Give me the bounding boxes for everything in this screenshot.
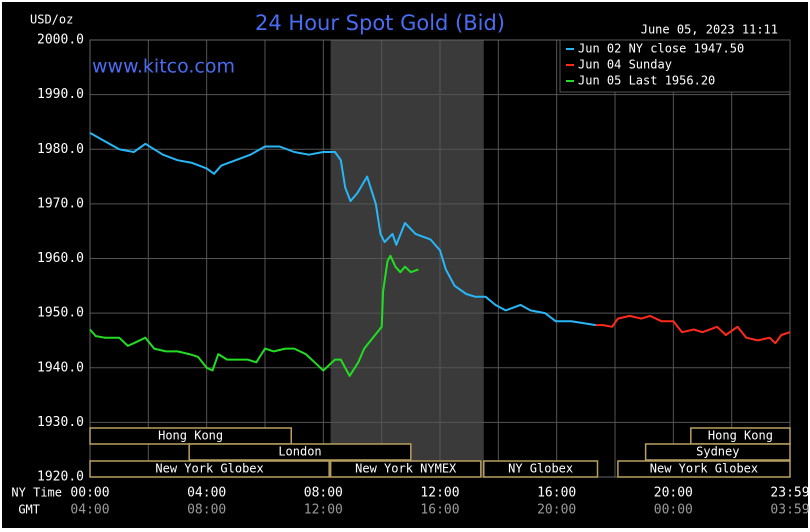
session-box — [89, 460, 330, 478]
legend-label: Jun 02 NY close 1947.50 — [578, 42, 744, 56]
session-label: NY Globex — [508, 462, 573, 476]
x-axis-label: NY Time — [11, 486, 62, 500]
session-box — [617, 460, 791, 478]
x-tick-label: 20:00 — [654, 486, 693, 501]
x-tick-label: 16:00 — [537, 486, 576, 501]
x-tick-label: 00:00 — [70, 486, 109, 501]
x-tick-label: 23:59 — [770, 486, 809, 501]
y-tick-label: 1970.0 — [37, 196, 84, 211]
plot-marks — [89, 132, 791, 478]
price-line — [89, 254, 419, 377]
session-label: Sydney — [696, 445, 739, 459]
x2-tick-label: 00:00 — [654, 503, 693, 518]
session-box — [329, 460, 482, 478]
plot-back — [89, 39, 791, 478]
session-label: Hong Kong — [158, 429, 223, 443]
y-tick-label: 1920.0 — [37, 470, 84, 485]
y-tick-label: 1960.0 — [37, 251, 84, 266]
legend-label: Jun 05 Last 1956.20 — [578, 74, 715, 88]
session-box — [483, 460, 599, 478]
price-line — [89, 132, 596, 327]
session-box — [644, 443, 791, 461]
x2-tick-label: 20:00 — [537, 503, 576, 518]
y-tick-label: 1990.0 — [37, 87, 84, 102]
session-box — [188, 443, 412, 461]
x2-tick-label: 08:00 — [187, 503, 226, 518]
x2-axis-label: GMT — [18, 503, 40, 517]
session-label: London — [278, 445, 321, 459]
x-tick-label: 08:00 — [304, 486, 343, 501]
y-tick-label: 1940.0 — [37, 360, 84, 375]
y-tick-label: 2000.0 — [37, 33, 84, 48]
session-label: New York NYMEX — [355, 462, 457, 476]
plot-front: 1920.0 1930.0 1940.0 1950.0 1960.0 1970.0 1980… — [37, 33, 810, 518]
y-tick-label: 1950.0 — [37, 306, 84, 321]
site-label: www.kitco.com — [92, 56, 235, 78]
y-unit: USD/oz — [30, 13, 73, 27]
timestamp: June 05, 2023 11:11 — [641, 23, 778, 37]
x-tick-label: 04:00 — [187, 486, 226, 501]
price-line — [595, 314, 791, 345]
x2-tick-label: 12:00 — [304, 503, 343, 518]
legend-box — [559, 39, 791, 93]
x-tick-label: 12:00 — [420, 486, 459, 501]
x2-tick-label: 04:00 — [70, 503, 109, 518]
chart-title: 24 Hour Spot Gold (Bid) — [255, 11, 505, 35]
y-tick-label: 1980.0 — [37, 142, 84, 157]
legend-label: Jun 04 Sunday — [578, 58, 672, 72]
session-label: New York Globex — [650, 462, 758, 476]
session-label: Hong Kong — [708, 429, 773, 443]
x2-tick-label: 03:59 — [770, 503, 809, 518]
y-tick-label: 1930.0 — [37, 415, 84, 430]
x2-tick-label: 16:00 — [420, 503, 459, 518]
session-label: New York Globex — [155, 462, 263, 476]
